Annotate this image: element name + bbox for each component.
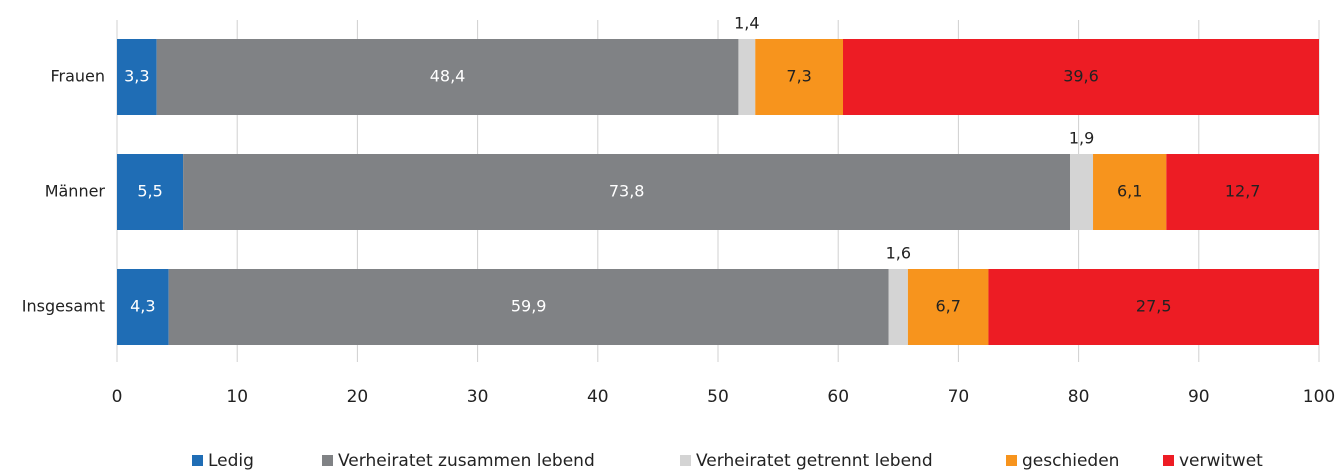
bar-segment bbox=[988, 269, 1319, 345]
bar-segment bbox=[738, 39, 756, 115]
data-label: 1,9 bbox=[1069, 129, 1094, 148]
x-tick-label: 20 bbox=[347, 387, 369, 407]
category-label: Insgesamt bbox=[22, 297, 105, 316]
data-label: 1,6 bbox=[886, 244, 911, 263]
category-label: Frauen bbox=[50, 67, 105, 86]
x-tick-label: 10 bbox=[226, 387, 248, 407]
x-tick-label: 80 bbox=[1068, 387, 1090, 407]
x-tick-label: 90 bbox=[1188, 387, 1210, 407]
category-label: Männer bbox=[45, 182, 106, 201]
x-tick-label: 0 bbox=[112, 387, 123, 407]
x-tick-label: 100 bbox=[1303, 387, 1335, 407]
x-tick-label: 30 bbox=[467, 387, 489, 407]
data-label: 3,3 bbox=[124, 67, 149, 86]
legend-label: Verheiratet zusammen lebend bbox=[338, 451, 595, 471]
x-tick-label: 40 bbox=[587, 387, 609, 407]
legend-label: geschieden bbox=[1022, 451, 1119, 471]
x-tick-label: 60 bbox=[827, 387, 849, 407]
bar-segment bbox=[117, 154, 184, 230]
bar-segment bbox=[183, 154, 1071, 230]
legend-swatch bbox=[322, 455, 333, 466]
data-label: 1,4 bbox=[734, 14, 759, 33]
data-label: 27,5 bbox=[1136, 297, 1172, 316]
bar-segment bbox=[117, 39, 157, 115]
x-tick-label: 50 bbox=[707, 387, 729, 407]
bar-segment bbox=[1166, 154, 1319, 230]
legend-label: Ledig bbox=[208, 451, 254, 471]
bar-segment bbox=[843, 39, 1319, 115]
legend-swatch bbox=[680, 455, 691, 466]
bar-segment bbox=[117, 269, 169, 345]
legend-swatch bbox=[1006, 455, 1017, 466]
data-label: 12,7 bbox=[1225, 182, 1261, 201]
bar-segment bbox=[755, 39, 844, 115]
data-label: 6,1 bbox=[1117, 182, 1142, 201]
data-label: 6,7 bbox=[935, 297, 960, 316]
legend-swatch bbox=[1163, 455, 1174, 466]
data-label: 7,3 bbox=[786, 67, 811, 86]
bar-segment bbox=[888, 269, 908, 345]
legend-label: verwitwet bbox=[1179, 451, 1263, 471]
data-label: 5,5 bbox=[137, 182, 162, 201]
bar-segment bbox=[168, 269, 889, 345]
bar-segment bbox=[907, 269, 989, 345]
bar-segment bbox=[1070, 154, 1094, 230]
bar-segment bbox=[156, 39, 739, 115]
data-label: 4,3 bbox=[130, 297, 155, 316]
bar-segment bbox=[1093, 154, 1167, 230]
data-label: 59,9 bbox=[511, 297, 547, 316]
x-tick-label: 70 bbox=[948, 387, 970, 407]
legend-label: Verheiratet getrennt lebend bbox=[696, 451, 933, 471]
data-label: 39,6 bbox=[1063, 67, 1099, 86]
legend-swatch bbox=[192, 455, 203, 466]
data-label: 73,8 bbox=[609, 182, 645, 201]
data-label: 48,4 bbox=[430, 67, 466, 86]
